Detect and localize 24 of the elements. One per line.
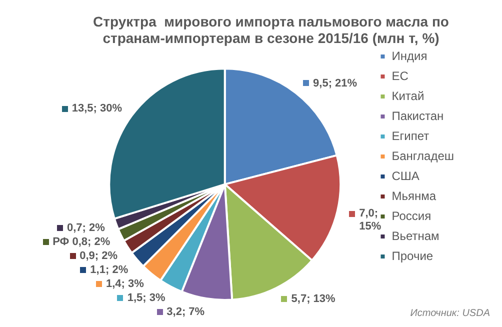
- data-label: 9,5; 21%: [313, 77, 358, 90]
- data-label: РФ 0,8; 2%: [52, 236, 110, 248]
- legend-label: Пакистан: [392, 108, 444, 123]
- data-label: 7,0; 15%: [359, 208, 382, 233]
- chart-title: Структра мирового импорта пальмового масла по странам-импортерам в сезоне 2015/16 (млн т, %): [93, 13, 449, 46]
- legend-label: США: [392, 168, 420, 183]
- data-label: 1,5; 3%: [127, 292, 166, 304]
- text: Источник: USDA: [410, 308, 490, 319]
- legend-label: Мьянма: [392, 188, 436, 203]
- data-label: 5,7; 13%: [291, 292, 336, 305]
- legend-label: Прочие: [392, 248, 434, 263]
- data-label: 0,7; 2%: [67, 222, 106, 234]
- legend-label: Индия: [392, 48, 428, 63]
- legend-label: ЕС: [392, 68, 409, 83]
- data-label: 0,9; 2%: [80, 250, 118, 262]
- legend-label: Китай: [392, 88, 424, 103]
- legend-label: Вьетнам: [392, 228, 440, 243]
- data-label: 13,5; 30%: [72, 102, 122, 115]
- data-label: 3,2; 7%: [166, 306, 205, 318]
- legend-label: Россия: [392, 208, 432, 223]
- legend-label: Бангладеш: [392, 148, 454, 163]
- legend-label: Египет: [392, 128, 430, 143]
- data-label: 1,1; 2%: [90, 264, 128, 276]
- data-label: 1,4; 3%: [106, 278, 144, 290]
